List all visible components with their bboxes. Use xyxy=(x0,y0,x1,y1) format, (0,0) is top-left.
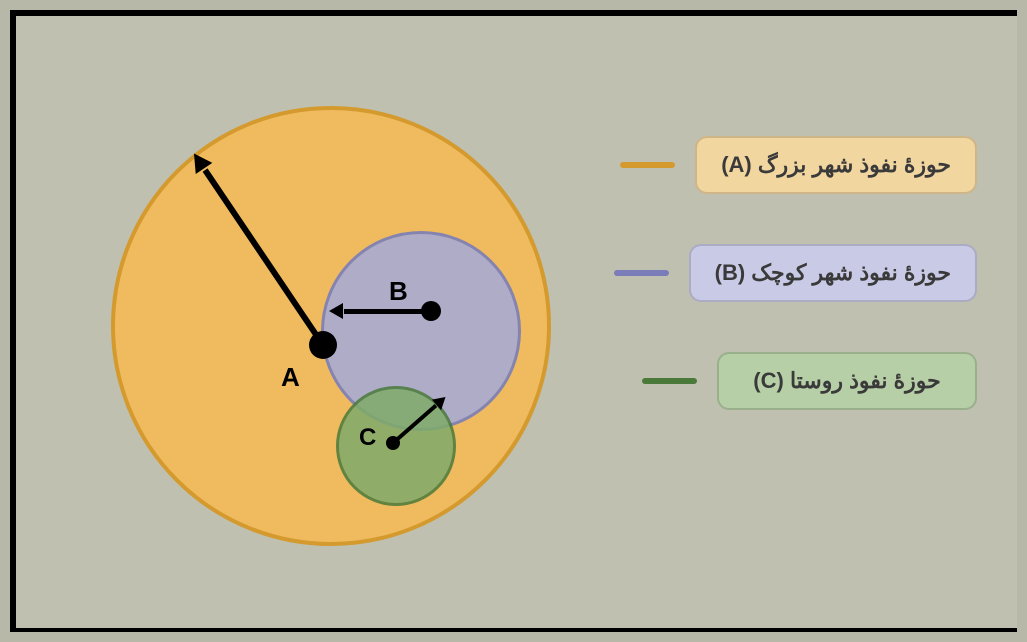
legend-row-c: حوزهٔ نفوذ روستا (C) xyxy=(577,352,977,410)
page-frame: A B C حوزهٔ نفوذ شهر بزرگ (A) حوزهٔ نفوذ… xyxy=(10,10,1017,632)
legend-dash-a xyxy=(620,162,675,168)
legend-row-b: حوزهٔ نفوذ شهر کوچک (B) xyxy=(577,244,977,302)
legend-box-b: حوزهٔ نفوذ شهر کوچک (B) xyxy=(689,244,977,302)
label-c: C xyxy=(359,424,376,452)
legend-box-a: حوزهٔ نفوذ شهر بزرگ (A) xyxy=(695,136,977,194)
center-dot-b xyxy=(421,301,441,321)
arrow-head-icon xyxy=(329,303,343,319)
legend-row-a: حوزهٔ نفوذ شهر بزرگ (A) xyxy=(577,136,977,194)
legend: حوزهٔ نفوذ شهر بزرگ (A) حوزهٔ نفوذ شهر ک… xyxy=(577,136,977,410)
arrow-shaft xyxy=(344,309,431,314)
label-b: B xyxy=(389,276,408,307)
center-dot-a xyxy=(309,331,337,359)
legend-dash-b xyxy=(614,270,669,276)
influence-diagram: A B C xyxy=(111,106,551,546)
legend-dash-c xyxy=(642,378,697,384)
label-a: A xyxy=(281,362,300,393)
center-dot-c xyxy=(386,436,400,450)
legend-box-c: حوزهٔ نفوذ روستا (C) xyxy=(717,352,977,410)
